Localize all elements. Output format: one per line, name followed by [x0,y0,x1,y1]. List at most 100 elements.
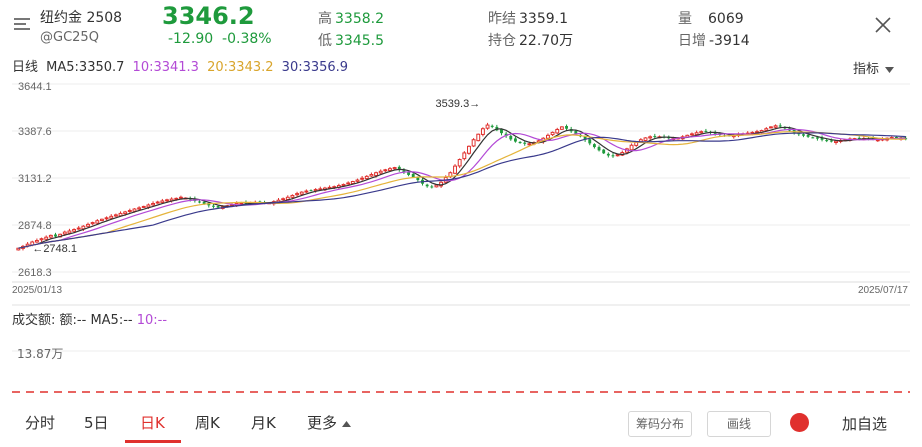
candle-body [355,179,360,182]
candle-body [685,134,690,138]
candle-body [527,143,532,146]
chip-distribution-button[interactable]: 筹码分布 [628,411,692,437]
candle-body [430,186,434,188]
candle-body [44,236,49,240]
candle-body [34,240,39,243]
candle-body [536,140,541,143]
candle-body [829,140,833,142]
tab-weekly-k[interactable]: 周K [195,414,220,432]
candle-body [453,165,457,174]
candle-body [239,202,244,205]
high-label: 高 [318,11,332,27]
ma20-line [18,131,906,249]
menu-icon[interactable] [12,14,32,34]
candle-body [267,202,272,205]
y-tick-label: 3131.2 [18,173,52,185]
candle-body [788,128,791,131]
candle-body [369,174,374,177]
candle-body [769,126,773,129]
candle-body [425,184,429,187]
ma10-value: 10:3341.3 [132,60,199,75]
candle-body [643,137,648,141]
candle-body [773,125,778,128]
candle-body [648,136,653,139]
candle-body [276,199,281,203]
candle-body [592,144,596,148]
close-icon[interactable] [874,16,892,34]
candle-body [680,136,685,140]
min-price-marker: ←2748.1 [32,243,77,255]
candle-body [583,136,587,140]
ma5-value: MA5:3350.7 [46,60,125,75]
tab-intraday[interactable]: 分时 [25,414,56,432]
record-dot-icon[interactable] [790,413,809,432]
indicator-button[interactable]: 指标 [853,58,895,77]
candle-body [25,243,30,247]
open-interest-stat: 持仓 22.70万 [488,30,573,50]
candle-body [443,176,448,183]
candle-body [178,196,183,199]
candle-body [62,231,67,235]
candle-body [411,174,415,178]
candle-body [541,137,546,143]
prev-close-label: 昨结 [488,11,516,27]
candle-body [281,198,286,201]
candle-body [336,185,341,188]
candle-body [169,198,174,202]
max-price-marker: 3539.3→ [436,98,481,110]
add-to-watchlist-button[interactable]: 加自选 [842,415,888,433]
candle-body [253,201,258,204]
candle-body [723,135,726,137]
draw-line-button[interactable]: 画线 [707,411,771,437]
candle-body [341,183,346,187]
candle-body [838,139,843,142]
candle-body [713,132,717,134]
candle-body [234,203,239,206]
candle-body [290,194,295,198]
candle-body [198,201,201,203]
candle-body [759,130,764,133]
candle-body [559,126,564,130]
candle-body [309,190,313,192]
candle-body [889,137,894,140]
candle-body [364,175,369,180]
period-label: 日线 [12,60,39,75]
candle-body [332,186,337,189]
candle-body [109,215,114,219]
candle-body [745,132,750,136]
open-interest-value: 22.70万 [519,33,574,49]
candle-body [574,130,578,134]
quote-header: 纽约金 2508 @GC25Q 3346.2 -12.90 -0.38% 高 33… [0,0,922,52]
candle-body [327,186,332,189]
candle-body [699,131,704,134]
candle-body [318,188,323,191]
candle-body [704,130,708,132]
daily-inc-label: 日增 [678,33,706,49]
candle-body [847,138,852,141]
candle-body [54,234,57,237]
tab-monthly-k[interactable]: 月K [251,414,276,432]
candle-body [271,201,276,205]
candle-body [550,131,555,136]
candle-body [416,177,420,181]
candle-body [263,202,266,204]
candle-body [523,142,527,144]
candle-body [731,134,736,138]
candle-body [504,133,508,137]
ma20-value: 20:3343.2 [207,60,274,75]
tab-daily-k[interactable]: 日K [140,414,165,432]
candle-body [86,223,90,227]
candle-body [500,129,503,134]
candle-body [894,136,898,138]
candle-body [904,138,908,140]
candle-body [123,211,128,215]
candle-body [476,133,481,142]
candle-body [212,205,215,207]
candle-body [346,182,351,185]
candle-body [299,191,304,195]
tab-more[interactable]: 更多 [307,412,351,433]
low-value: 3345.5 [335,33,384,49]
tab-5day[interactable]: 5日 [84,414,109,432]
candle-body [407,172,411,175]
candle-body [857,137,861,139]
